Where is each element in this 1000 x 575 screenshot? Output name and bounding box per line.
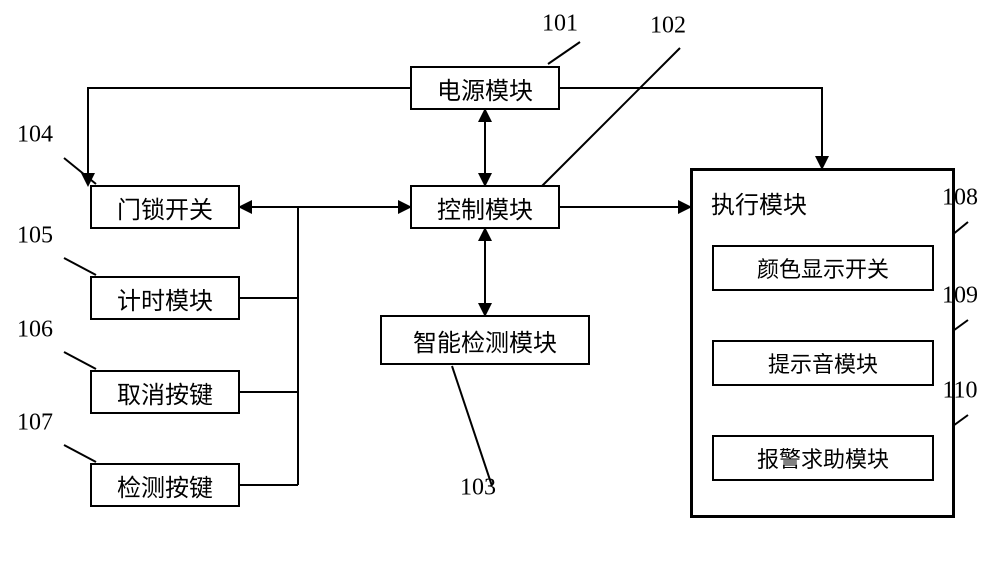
node-n108: 颜色显示开关 [712, 245, 934, 291]
callout-108: 108 [942, 185, 978, 212]
callout-101: 101 [542, 11, 578, 38]
callout-line [64, 258, 96, 275]
callout-line [64, 158, 96, 184]
callout-103: 103 [460, 475, 496, 502]
node-n110: 报警求助模块 [712, 435, 934, 481]
callout-105: 105 [17, 223, 53, 250]
callout-line [542, 48, 680, 186]
node-n106: 取消按键 [90, 370, 240, 414]
callout-line [64, 445, 96, 462]
callout-line [548, 42, 580, 64]
node-label: 智能检测模块 [413, 323, 557, 358]
node-n104: 门锁开关 [90, 185, 240, 229]
node-n102: 控制模块 [410, 185, 560, 229]
node-label: 颜色显示开关 [757, 252, 889, 284]
node-label: 报警求助模块 [757, 442, 889, 474]
node-label: 提示音模块 [768, 347, 878, 379]
callout-110: 110 [942, 378, 977, 405]
callout-line [64, 352, 96, 369]
node-label: 电源模块 [437, 71, 533, 106]
callout-104: 104 [17, 122, 53, 149]
callout-line [452, 366, 492, 486]
callout-106: 106 [17, 317, 53, 344]
node-label: 检测按键 [117, 468, 213, 503]
node-n103: 智能检测模块 [380, 315, 590, 365]
edge [88, 88, 410, 185]
callout-109: 109 [942, 283, 978, 310]
node-label: 控制模块 [437, 190, 533, 225]
node-n109: 提示音模块 [712, 340, 934, 386]
node-n107: 检测按键 [90, 463, 240, 507]
callout-102: 102 [650, 13, 686, 40]
node-label: 门锁开关 [117, 190, 213, 225]
callout-107: 107 [17, 410, 53, 437]
exec-title: 执行模块 [711, 185, 807, 220]
node-label: 取消按键 [117, 375, 213, 410]
node-label: 计时模块 [117, 281, 213, 316]
node-n105: 计时模块 [90, 276, 240, 320]
node-n101: 电源模块 [410, 66, 560, 110]
